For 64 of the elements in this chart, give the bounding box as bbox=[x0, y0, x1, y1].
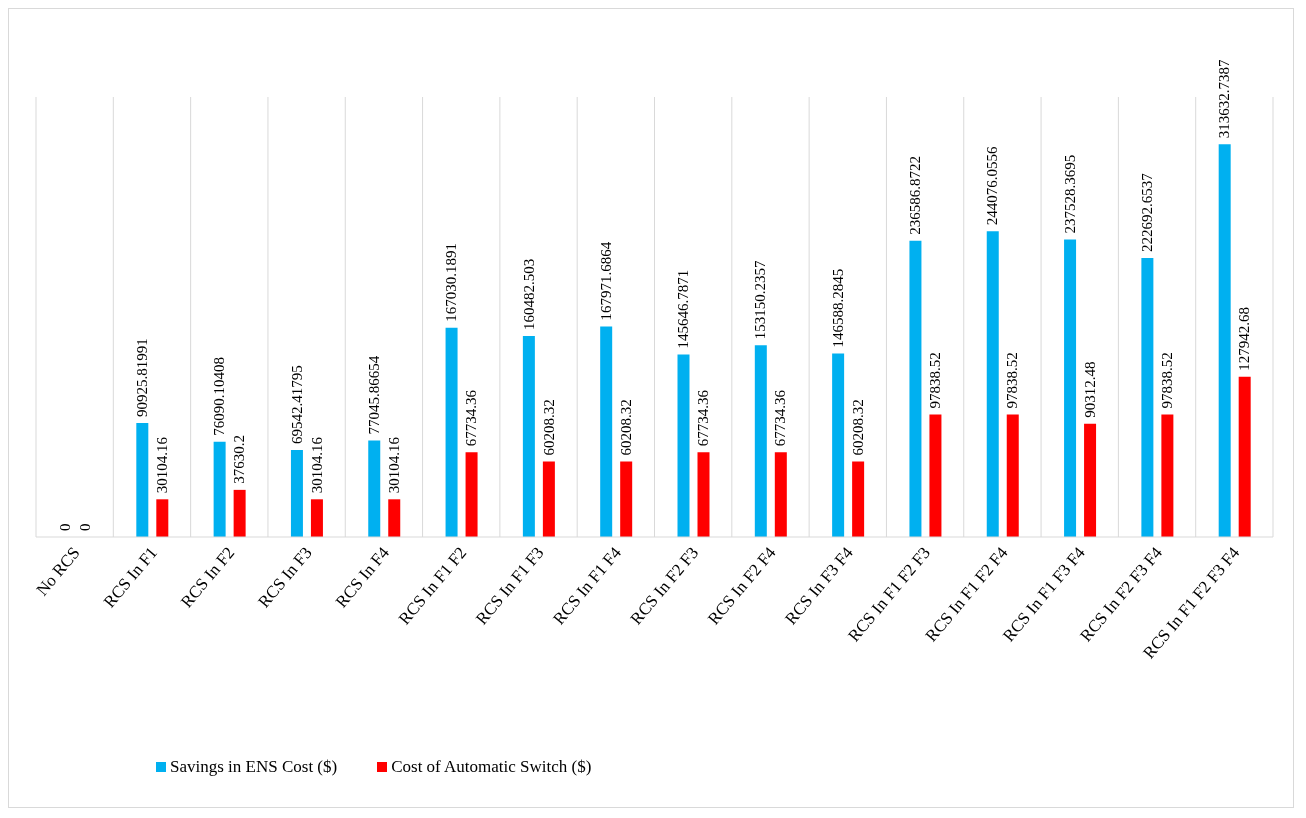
data-label: 97838.52 bbox=[1159, 352, 1176, 409]
data-label: 67734.36 bbox=[463, 389, 480, 447]
data-label: 236586.8722 bbox=[907, 155, 924, 235]
data-label: 67734.36 bbox=[695, 389, 712, 447]
data-label: 160482.503 bbox=[520, 258, 537, 330]
bar bbox=[233, 489, 246, 537]
data-label: 77045.86654 bbox=[365, 355, 382, 435]
data-label: 145646.7871 bbox=[675, 269, 692, 349]
data-label: 37630.2 bbox=[231, 435, 248, 484]
data-label: 90312.48 bbox=[1081, 361, 1098, 418]
bar bbox=[697, 452, 710, 537]
bar bbox=[1006, 414, 1019, 537]
bar bbox=[290, 449, 303, 537]
bar bbox=[677, 354, 690, 537]
data-label: 244076.0556 bbox=[984, 146, 1001, 226]
data-label: 167030.1891 bbox=[443, 243, 460, 322]
data-label: 97838.52 bbox=[927, 352, 944, 409]
bar bbox=[368, 440, 381, 537]
data-label: 30104.16 bbox=[308, 436, 325, 494]
bar bbox=[1161, 414, 1174, 537]
legend-label: Cost of Automatic Switch ($) bbox=[390, 757, 592, 777]
data-label: 97838.52 bbox=[1004, 352, 1021, 409]
data-label: 30104.16 bbox=[153, 436, 170, 494]
bar bbox=[1218, 144, 1231, 537]
bar bbox=[136, 423, 149, 537]
data-label: 237528.3695 bbox=[1061, 154, 1078, 234]
data-label: 127942.68 bbox=[1236, 306, 1253, 371]
bar bbox=[445, 327, 458, 537]
bar bbox=[388, 499, 401, 537]
bar bbox=[1238, 376, 1251, 537]
data-label: 167971.6864 bbox=[597, 241, 614, 321]
data-label: 69542.41795 bbox=[288, 365, 305, 444]
bar bbox=[620, 461, 633, 537]
bar bbox=[909, 240, 922, 537]
bar bbox=[522, 335, 535, 537]
bar bbox=[832, 353, 845, 537]
data-label: 60208.32 bbox=[849, 399, 866, 456]
bar bbox=[156, 499, 169, 537]
data-label: 146588.2845 bbox=[829, 268, 846, 348]
bar bbox=[754, 345, 767, 537]
bar bbox=[986, 231, 999, 537]
data-label: 76090.10408 bbox=[211, 356, 228, 436]
data-label: 60208.32 bbox=[540, 399, 557, 456]
bar bbox=[310, 499, 323, 537]
bar bbox=[600, 326, 613, 537]
bar bbox=[774, 452, 787, 537]
data-label: 313632.7387 bbox=[1216, 58, 1233, 139]
bar bbox=[213, 441, 226, 537]
bar bbox=[1084, 423, 1097, 537]
bar bbox=[465, 452, 478, 537]
bar bbox=[1141, 258, 1154, 537]
bar bbox=[1064, 239, 1077, 537]
data-label: 222692.6537 bbox=[1139, 172, 1156, 253]
data-label: 67734.36 bbox=[772, 389, 789, 447]
data-label: 60208.32 bbox=[617, 399, 634, 456]
data-label: 0 bbox=[56, 523, 73, 531]
data-label: 30104.16 bbox=[385, 436, 402, 494]
data-label: 153150.2357 bbox=[752, 259, 769, 340]
data-label: 0 bbox=[76, 523, 93, 531]
bar bbox=[542, 461, 555, 537]
legend-label: Savings in ENS Cost ($) bbox=[169, 757, 338, 777]
data-label: 90925.81991 bbox=[133, 338, 150, 418]
bar bbox=[852, 461, 865, 537]
bar bbox=[929, 414, 942, 537]
